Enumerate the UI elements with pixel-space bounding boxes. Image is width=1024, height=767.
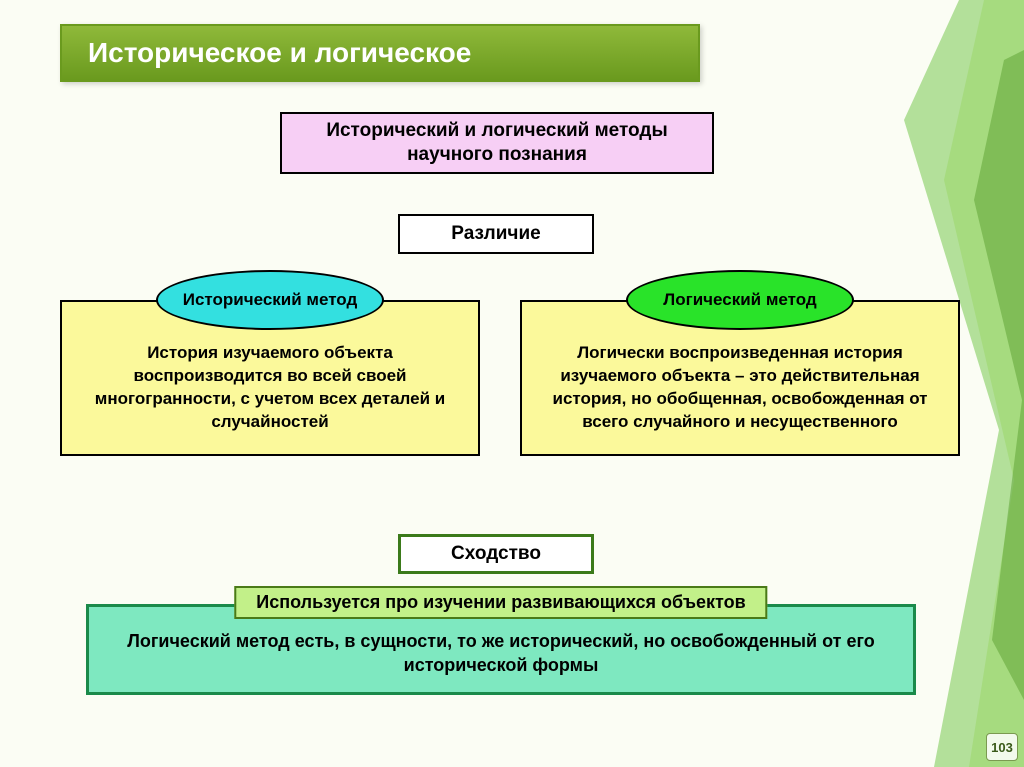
similarity-label-text: Сходство [451, 543, 541, 565]
similarity-content: Используется про изучении развивающихся … [86, 604, 916, 695]
similarity-sublabel-text: Используется про изучении развивающихся … [256, 592, 745, 612]
subtitle-box: Исторический и логический методы научног… [280, 112, 714, 174]
method-logical: Логический метод Логически воспроизведен… [520, 300, 960, 456]
method-historical-pill: Исторический метод [156, 270, 384, 330]
slide-title: Историческое и логическое [60, 24, 700, 82]
difference-label-text: Различие [451, 223, 540, 245]
similarity-body-text: Логический метод есть, в сущности, то же… [127, 631, 874, 675]
similarity-label-box: Сходство [398, 534, 594, 574]
page-number-badge: 103 [986, 733, 1018, 761]
method-logical-text: Логически воспроизведенная история изуча… [544, 342, 936, 434]
subtitle-text: Исторический и логический методы научног… [300, 119, 694, 167]
method-historical-text: История изучаемого объекта воспроизводит… [84, 342, 456, 434]
similarity-sublabel: Используется про изучении развивающихся … [234, 586, 767, 619]
method-logical-label: Логический метод [663, 290, 816, 310]
slide-title-text: Историческое и логическое [88, 37, 471, 69]
method-historical: Исторический метод История изучаемого об… [60, 300, 480, 456]
difference-label-box: Различие [398, 214, 594, 254]
method-logical-pill: Логический метод [626, 270, 854, 330]
page-number-text: 103 [991, 740, 1013, 755]
method-historical-label: Исторический метод [183, 290, 358, 310]
